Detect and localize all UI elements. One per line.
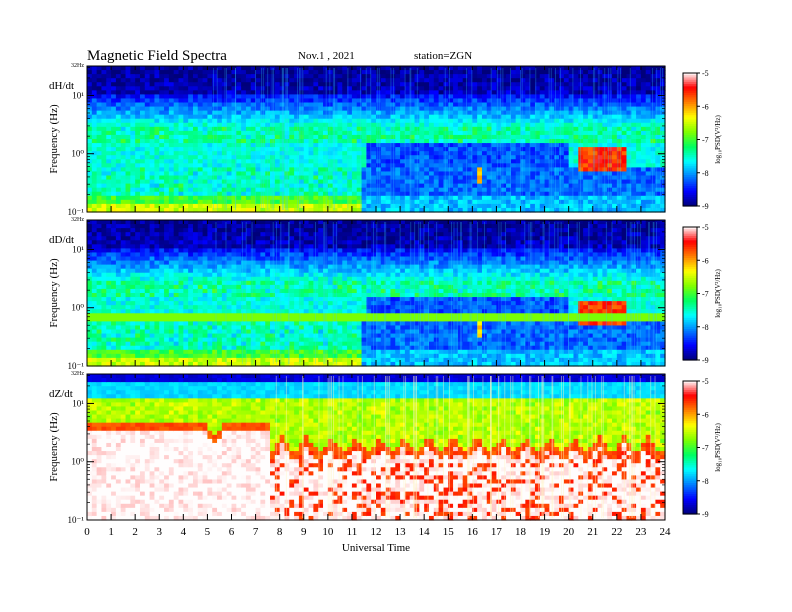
- x-tick-label: 12: [371, 526, 382, 538]
- y-tick-label: 10⁰: [71, 303, 84, 313]
- x-tick-label: 5: [205, 526, 211, 538]
- x-tick-label: 21: [587, 526, 598, 538]
- x-tick-label: 1: [108, 526, 114, 538]
- x-tick-label: 7: [253, 526, 259, 538]
- x-tick-label: 10: [322, 526, 334, 538]
- y-tick-top-label: 32Hz: [71, 371, 84, 377]
- colorbar-tick-label: -7: [702, 136, 709, 145]
- panel-label: dH/dt: [49, 80, 74, 92]
- x-tick-label: 4: [181, 526, 187, 538]
- colorbar-tick-label: -9: [702, 356, 709, 365]
- colorbar: -5 -6 -7 -8 -9 log₁₀PSD(V²/Hz): [683, 223, 722, 365]
- colorbar-tick-label: -5: [702, 223, 709, 232]
- x-tick-label: 9: [301, 526, 307, 538]
- panel-label: dZ/dt: [49, 388, 73, 400]
- y-tick-top-label: 32Hz: [71, 63, 84, 69]
- colorbar-tick-label: -5: [702, 69, 709, 78]
- y-tick-label: 10⁰: [71, 149, 84, 159]
- y-tick-label: 10¹: [72, 244, 84, 254]
- colorbar-tick-label: -8: [702, 169, 709, 178]
- colorbar-tick-label: -6: [702, 256, 709, 265]
- y-tick-label: 10⁻¹: [68, 515, 85, 525]
- y-axis-label: Frequency (Hz): [48, 104, 60, 174]
- panel-label: dD/dt: [49, 234, 74, 246]
- y-tick-label: 10⁻¹: [68, 361, 85, 371]
- colorbar-label: log₁₀PSD(V²/Hz): [714, 269, 722, 318]
- y-axis-label: Frequency (Hz): [48, 258, 60, 328]
- x-tick-label: 14: [419, 526, 431, 538]
- colorbar-tick-label: -9: [702, 510, 709, 519]
- colorbar-tick-label: -5: [702, 377, 709, 386]
- x-tick-label: 20: [563, 526, 575, 538]
- x-tick-label: 6: [229, 526, 235, 538]
- colorbar-tick-label: -7: [702, 290, 709, 299]
- y-tick-top-label: 32Hz: [71, 217, 84, 223]
- x-tick-label: 23: [635, 526, 647, 538]
- x-tick-label: 2: [132, 526, 138, 538]
- x-tick-label: 17: [491, 526, 503, 538]
- spectrogram-image: [87, 374, 666, 521]
- y-tick-label: 10¹: [72, 398, 84, 408]
- date-label: Nov.1 , 2021: [298, 50, 355, 62]
- x-tick-label: 19: [539, 526, 551, 538]
- x-tick-label: 18: [515, 526, 527, 538]
- x-axis-label: Universal Time: [342, 542, 410, 554]
- y-axis-label: Frequency (Hz): [48, 412, 60, 482]
- figure-title: Magnetic Field Spectra: [87, 48, 227, 64]
- x-tick-label: 8: [277, 526, 283, 538]
- x-tick-label: 13: [395, 526, 407, 538]
- x-tick-label: 11: [347, 526, 358, 538]
- x-tick-label: 24: [660, 526, 672, 538]
- colorbar-tick-label: -9: [702, 202, 709, 211]
- colorbar-tick-label: -8: [702, 477, 709, 486]
- colorbar-label: log₁₀PSD(V²/Hz): [714, 423, 722, 472]
- colorbar-label: log₁₀PSD(V²/Hz): [714, 115, 722, 164]
- y-tick-label: 10⁰: [71, 457, 84, 467]
- y-tick-label: 10¹: [72, 90, 84, 100]
- station-label: station=ZGN: [414, 50, 472, 62]
- colorbar-tick-label: -6: [702, 102, 709, 111]
- colorbar-tick-label: -8: [702, 323, 709, 332]
- spectrogram-image: [87, 220, 666, 367]
- colorbar-tick-label: -6: [702, 410, 709, 419]
- y-tick-label: 10⁻¹: [68, 207, 85, 217]
- colorbar: -5 -6 -7 -8 -9 log₁₀PSD(V²/Hz): [683, 377, 722, 519]
- spectrogram-image: [87, 66, 666, 213]
- x-tick-label: 3: [157, 526, 163, 538]
- x-tick-label: 15: [443, 526, 455, 538]
- colorbar: -5 -6 -7 -8 -9 log₁₀PSD(V²/Hz): [683, 69, 722, 211]
- x-tick-label: 0: [84, 526, 90, 538]
- colorbar-tick-label: -7: [702, 444, 709, 453]
- x-tick-label: 22: [611, 526, 622, 538]
- x-tick-label: 16: [467, 526, 479, 538]
